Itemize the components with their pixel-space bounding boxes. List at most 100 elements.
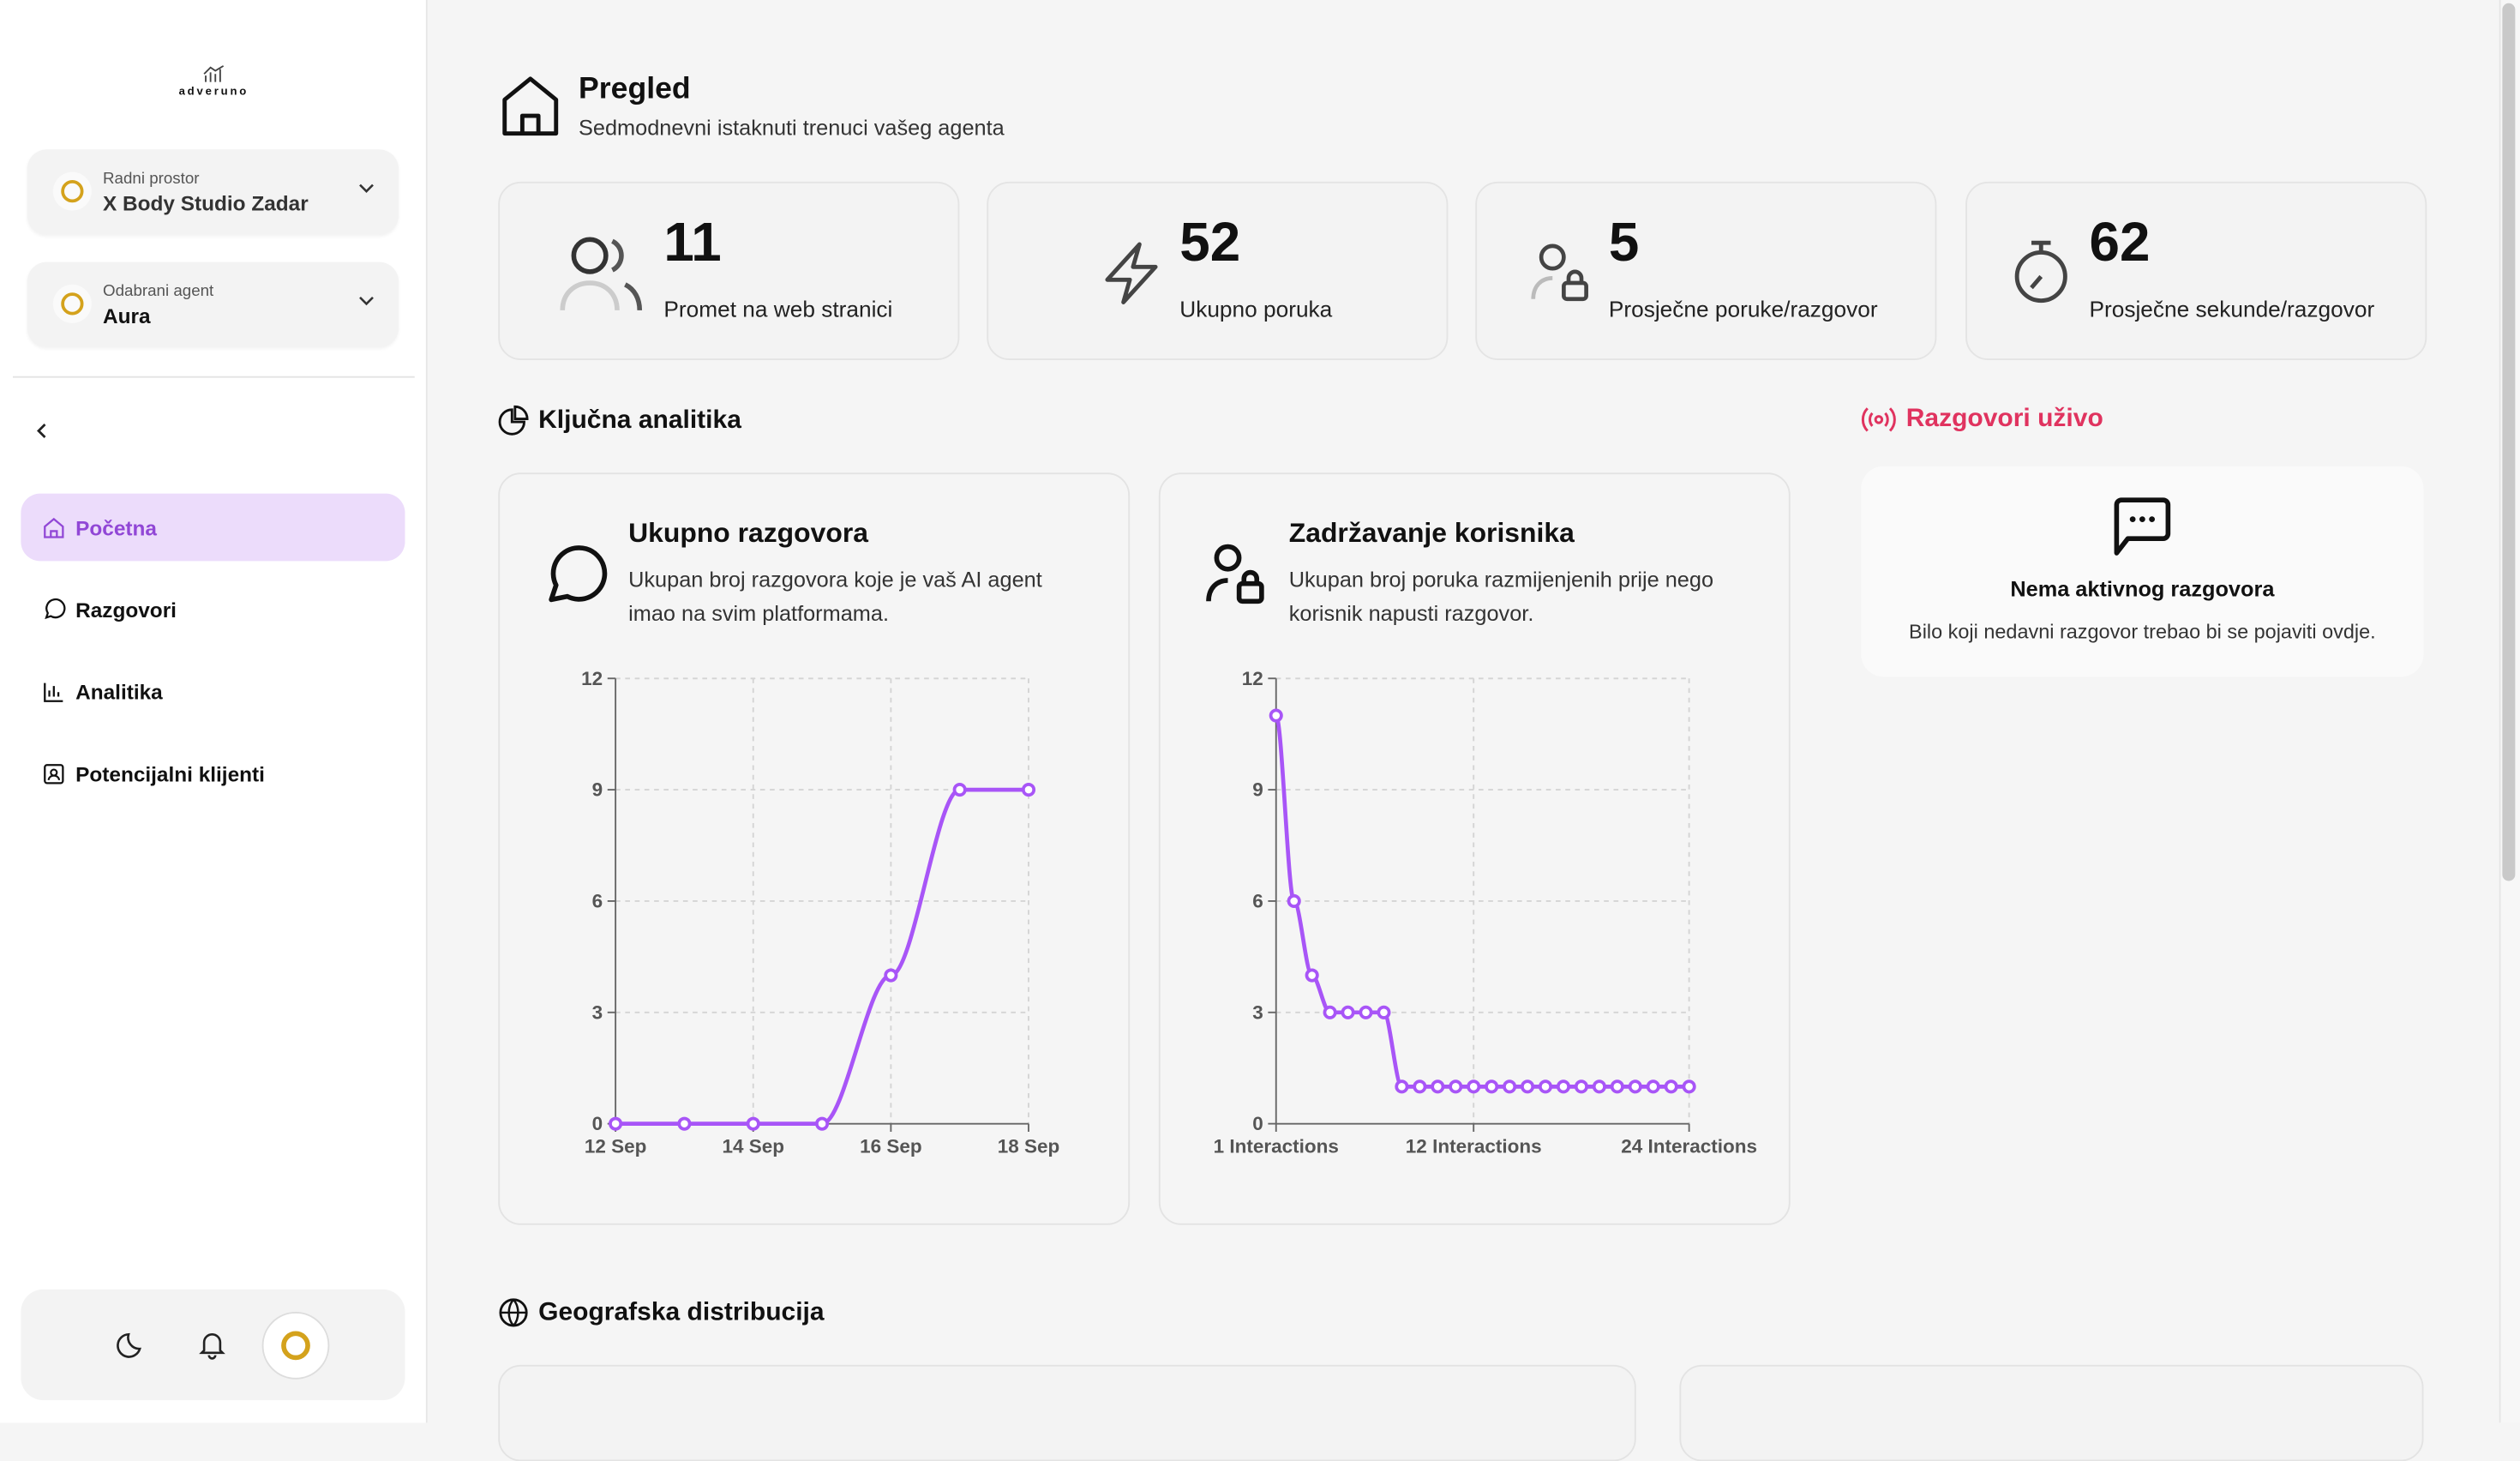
agent-value: Aura	[103, 304, 151, 328]
sidebar-item-label: Analitika	[75, 679, 163, 704]
data-point	[1287, 893, 1301, 909]
agent-selector[interactable]: Odabrani agent Aura	[27, 262, 399, 347]
chat-bubble-icon	[549, 545, 608, 603]
y-tick-label: 12	[581, 668, 603, 689]
sidebar-item-razgovori[interactable]: Razgovori	[21, 575, 405, 643]
data-point	[1664, 1079, 1678, 1094]
collapse-sidebar-icon[interactable]	[33, 421, 52, 441]
data-point	[1574, 1079, 1588, 1094]
sidebar: adveruno Radni prostor X Body Studio Zad…	[0, 0, 428, 1423]
chevron-down-icon	[359, 183, 374, 193]
bell-icon[interactable]	[196, 1328, 229, 1361]
data-point	[1538, 1079, 1553, 1094]
data-point	[1628, 1079, 1642, 1094]
stat-card-messages: 52 Ukupno poruka	[987, 181, 1449, 360]
data-point	[1610, 1079, 1624, 1094]
stat-label: Promet na web stranici	[663, 296, 893, 322]
data-point	[1305, 968, 1319, 983]
stat-value: 5	[1608, 212, 1640, 274]
section-title: Razgovori uživo	[1905, 405, 2103, 433]
agent-label: Odabrani agent	[103, 283, 214, 301]
chart-description: Ukupan broj razgovora koje je vaš AI age…	[628, 567, 1042, 626]
data-point	[1359, 1005, 1373, 1019]
data-point	[1341, 1005, 1355, 1019]
user-lock-icon	[1531, 244, 1588, 302]
scrollbar-thumb[interactable]	[2502, 3, 2516, 881]
sidebar-item-analitika[interactable]: Analitika	[21, 658, 405, 725]
data-point	[1521, 1079, 1535, 1094]
live-conversations-card: Nema aktivnog razgovora Bilo koji nedavn…	[1861, 466, 2424, 677]
stat-card-traffic: 11 Promet na web stranici	[498, 181, 960, 360]
data-point	[1646, 1079, 1660, 1094]
data-point	[1377, 1005, 1391, 1019]
data-point	[1485, 1079, 1499, 1094]
page-title: Pregled	[579, 72, 691, 106]
section-heading-geo: Geografska distribucija	[498, 1297, 825, 1328]
x-tick-label: 1 Interactions	[1214, 1135, 1339, 1157]
stat-value: 52	[1179, 212, 1241, 274]
section-heading-analytics: Ključna analitika	[498, 405, 741, 436]
sidebar-footer	[21, 1289, 405, 1401]
data-point	[1682, 1079, 1696, 1094]
y-tick-label: 3	[1252, 1001, 1263, 1023]
charts-layer: 0 3 6 9 12 12 Sep 14 Sep 16 Sep 18 Sep 0 3 6 9 12 1 In…	[581, 668, 1757, 1157]
sidebar-item-label: Potencijalni klijenti	[75, 761, 265, 785]
chart-card-total-conversations: Ukupno razgovora Ukupan broj razgovora k…	[498, 472, 1131, 1225]
data-point	[609, 1116, 623, 1131]
logo: adveruno	[161, 64, 267, 98]
chart-title: Zadržavanje korisnika	[1288, 517, 1575, 549]
data-point	[952, 783, 967, 797]
section-heading-live: Razgovori uživo	[1861, 406, 2103, 435]
data-point	[884, 968, 898, 983]
stat-card-avg-messages: 5 Prosječne poruke/razgovor	[1475, 181, 1937, 360]
geo-map-card	[498, 1364, 1636, 1461]
data-point	[1021, 783, 1036, 797]
data-point	[1413, 1079, 1427, 1094]
broadcast-icon	[1861, 407, 1896, 432]
agent-avatar	[52, 284, 92, 323]
workspace-label: Radni prostor	[103, 170, 200, 189]
data-point	[815, 1116, 830, 1131]
home-icon	[44, 516, 64, 538]
workspace-selector[interactable]: Radni prostor X Body Studio Zadar	[27, 149, 399, 235]
data-point	[746, 1116, 760, 1131]
divider	[13, 376, 415, 378]
data-point	[1323, 1005, 1337, 1019]
sidebar-item-label: Početna	[75, 514, 157, 540]
live-empty-title: Nema aktivnog razgovora	[2010, 577, 2275, 602]
data-point	[1395, 1079, 1409, 1094]
data-point	[1449, 1079, 1463, 1094]
geo-list-card	[1679, 1364, 2424, 1461]
y-tick-label: 0	[1252, 1113, 1263, 1134]
contact-icon	[44, 763, 64, 784]
chat-icon	[45, 598, 66, 619]
y-tick-label: 12	[1242, 668, 1263, 689]
data-point	[1556, 1079, 1571, 1094]
chevron-down-icon	[359, 296, 374, 306]
moon-icon[interactable]	[116, 1330, 148, 1362]
stat-label: Ukupno poruka	[1179, 296, 1333, 322]
data-point	[1269, 708, 1283, 723]
x-tick-label: 12 Sep	[585, 1135, 647, 1157]
sidebar-item-pocetna[interactable]: Početna	[21, 493, 405, 562]
y-tick-label: 0	[592, 1113, 603, 1134]
workspace-value: X Body Studio Zadar	[103, 191, 309, 216]
y-tick-label: 9	[1252, 779, 1263, 801]
stat-label: Prosječne poruke/razgovor	[1608, 296, 1878, 322]
users-icon	[560, 237, 643, 311]
pie-chart-icon	[498, 405, 529, 436]
y-tick-label: 9	[592, 779, 603, 801]
data-point	[1467, 1079, 1481, 1094]
data-point	[677, 1116, 692, 1131]
sidebar-item-potencijalni-klijenti[interactable]: Potencijalni klijenti	[21, 740, 405, 808]
x-tick-label: 16 Sep	[860, 1135, 922, 1157]
page-subtitle: Sedmodnevni istaknuti trenuci vašeg agen…	[579, 116, 1005, 141]
home-icon	[502, 76, 559, 136]
x-tick-label: 12 Interactions	[1406, 1135, 1542, 1157]
data-point	[1431, 1079, 1445, 1094]
x-tick-label: 18 Sep	[998, 1135, 1060, 1157]
logo-text: adveruno	[178, 87, 249, 99]
chart-description: Ukupan broj poruka razmijenjenih prije n…	[1288, 567, 1714, 626]
avatar[interactable]	[261, 1312, 330, 1380]
y-tick-label: 3	[592, 1001, 603, 1023]
